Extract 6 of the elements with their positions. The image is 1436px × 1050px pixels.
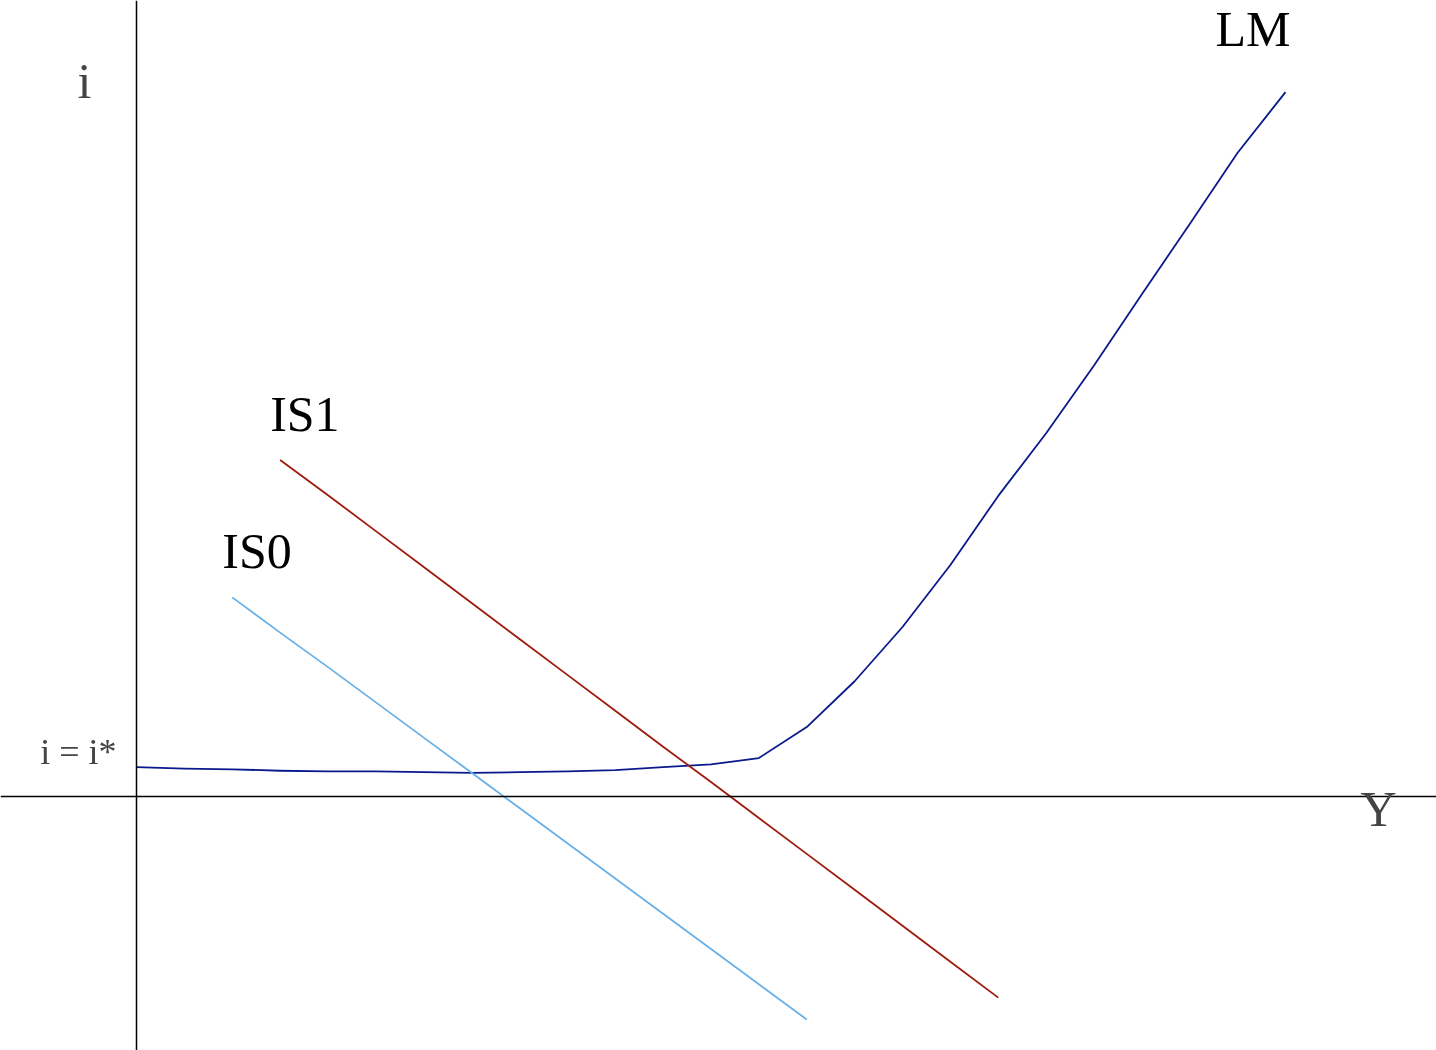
series-label: LM bbox=[1215, 1, 1291, 58]
series-label: IS1 bbox=[270, 385, 340, 442]
y-axis-title: i bbox=[77, 53, 92, 110]
annotation: i = i* bbox=[40, 732, 117, 773]
x-axis-title: Y bbox=[1360, 780, 1397, 837]
series-label: IS0 bbox=[222, 523, 292, 580]
